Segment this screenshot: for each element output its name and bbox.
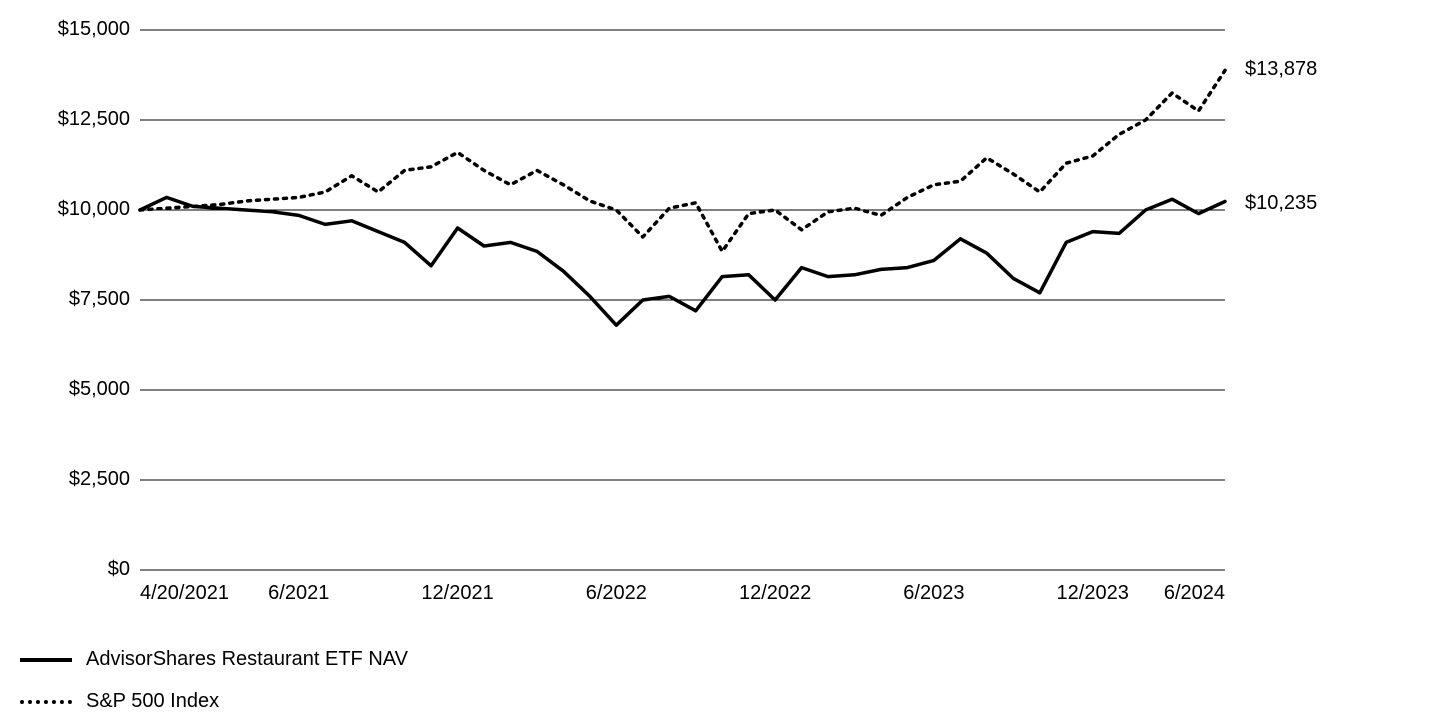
y-axis-tick-label: $7,500 xyxy=(50,288,130,311)
x-axis-tick-label: 6/2022 xyxy=(586,582,647,605)
legend-swatch-dotted-icon xyxy=(20,700,72,704)
y-axis-tick-label: $10,000 xyxy=(50,198,130,221)
legend-label: AdvisorShares Restaurant ETF NAV xyxy=(86,648,408,671)
x-axis-tick-label: 6/2024 xyxy=(1164,582,1225,605)
x-axis-tick-label: 6/2023 xyxy=(903,582,964,605)
x-axis-tick-label: 6/2021 xyxy=(268,582,329,605)
x-axis-tick-label: 4/20/2021 xyxy=(140,582,229,605)
y-axis-tick-label: $2,500 xyxy=(50,468,130,491)
chart-container: $0 $2,500 $5,000 $7,500 $10,000 $12,500 $15,00… xyxy=(0,0,1440,720)
legend-item: S&P 500 Index xyxy=(20,690,219,713)
x-axis-tick-label: 12/2023 xyxy=(1057,582,1129,605)
legend-item: AdvisorShares Restaurant ETF NAV xyxy=(20,648,408,671)
y-axis-tick-label: $0 xyxy=(50,558,130,581)
line-chart-svg xyxy=(0,0,1440,720)
y-axis-tick-label: $12,500 xyxy=(50,108,130,131)
x-axis-tick-label: 12/2022 xyxy=(739,582,811,605)
legend-swatch-solid-icon xyxy=(20,658,72,662)
y-axis-tick-label: $5,000 xyxy=(50,378,130,401)
series-end-label: $10,235 xyxy=(1245,192,1317,215)
x-axis-tick-label: 12/2021 xyxy=(421,582,493,605)
legend-label: S&P 500 Index xyxy=(86,690,219,713)
y-axis-tick-label: $15,000 xyxy=(50,18,130,41)
series-end-label: $13,878 xyxy=(1245,58,1317,81)
